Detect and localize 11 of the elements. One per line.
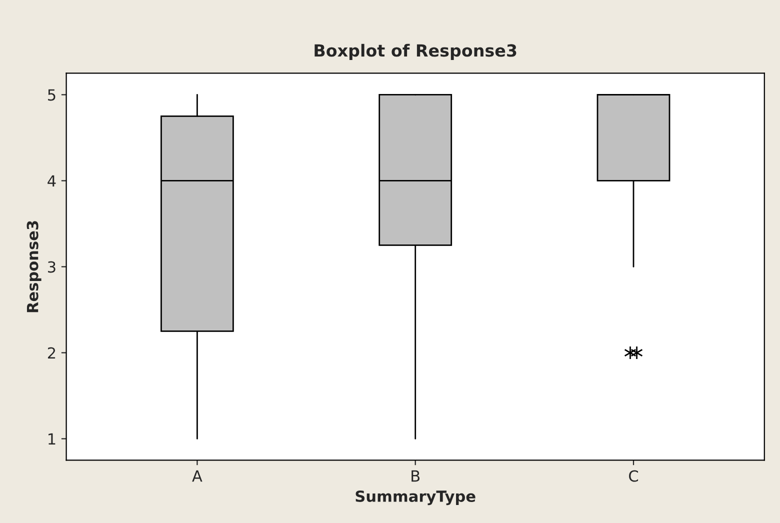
y-tick-label: 3 — [48, 261, 56, 273]
x-tick-label: B — [412, 470, 420, 482]
y-axis-title: Response3 — [26, 221, 42, 312]
x-tick-label: C — [629, 470, 638, 482]
y-tick-label: 5 — [48, 89, 56, 101]
y-tick-label: 4 — [48, 175, 56, 187]
y-tick-label: 2 — [48, 347, 56, 359]
chart-title: Boxplot of Response3 — [314, 44, 516, 60]
y-tick-label: 1 — [48, 433, 56, 445]
x-tick-label: A — [192, 470, 202, 482]
x-axis-title: SummaryType — [356, 490, 476, 506]
